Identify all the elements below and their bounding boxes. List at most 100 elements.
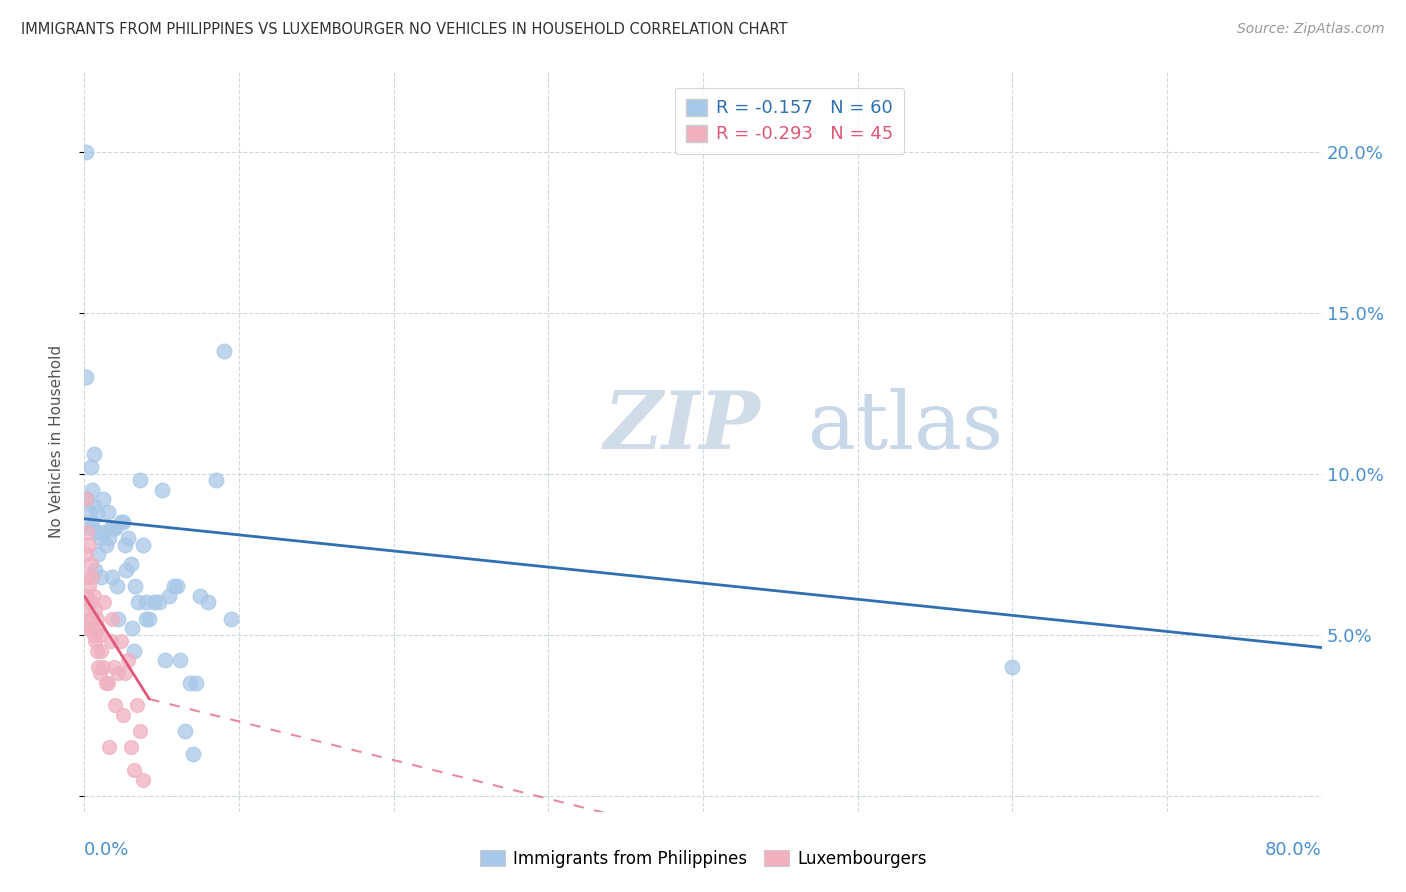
Point (107, 611, 129, 625)
Legend: R = -0.157   N = 60, R = -0.293   N = 45: R = -0.157 N = 60, R = -0.293 N = 45 (675, 87, 904, 154)
Point (169, 653, 191, 667)
Point (120, 557, 142, 571)
Point (174, 724, 197, 739)
Point (87, 660, 110, 674)
Point (75, 547, 97, 561)
Point (96, 505, 118, 519)
Point (129, 473, 152, 487)
Point (96, 676, 118, 690)
Point (117, 531, 139, 545)
Point (114, 537, 136, 551)
Point (107, 666, 129, 681)
Point (179, 676, 201, 690)
Point (93, 524, 115, 539)
Point (86, 611, 108, 625)
Point (122, 644, 145, 658)
Point (115, 563, 138, 577)
Point (143, 595, 166, 609)
Point (84, 563, 107, 577)
Point (76, 524, 98, 539)
Point (76, 570, 98, 584)
Point (75, 589, 97, 603)
Point (117, 653, 139, 667)
Point (100, 634, 122, 648)
Point (83, 447, 105, 461)
Point (84, 634, 107, 648)
Point (89, 628, 111, 642)
Text: Source: ZipAtlas.com: Source: ZipAtlas.com (1237, 22, 1385, 37)
Point (153, 653, 176, 667)
Point (89, 531, 111, 545)
Point (82, 483, 104, 497)
Point (135, 611, 157, 625)
Point (94, 676, 117, 690)
Point (87, 547, 110, 561)
Point (205, 473, 228, 487)
Point (82, 611, 104, 625)
Point (103, 660, 125, 674)
Point (212, 344, 235, 359)
Point (104, 698, 127, 713)
Point (77, 537, 100, 551)
Point (120, 740, 142, 755)
Point (1001, 660, 1024, 674)
Point (90, 644, 112, 658)
Point (219, 611, 242, 625)
Point (98, 740, 121, 755)
Point (75, 621, 97, 635)
Point (75, 370, 97, 384)
Text: atlas: atlas (808, 388, 1004, 466)
Point (150, 483, 173, 497)
Text: IMMIGRANTS FROM PHILIPPINES VS LUXEMBOURGER NO VEHICLES IN HOUSEHOLD CORRELATION: IMMIGRANTS FROM PHILIPPINES VS LUXEMBOUR… (21, 22, 787, 37)
Point (76, 492, 98, 507)
Point (159, 589, 180, 603)
Y-axis label: No Vehicles in Household: No Vehicles in Household (49, 345, 63, 538)
Point (91, 660, 114, 674)
Point (75, 145, 97, 159)
Point (121, 621, 143, 635)
Point (138, 611, 160, 625)
Point (83, 499, 105, 513)
Point (197, 595, 219, 609)
Legend: Immigrants from Philippines, Luxembourgers: Immigrants from Philippines, Luxembourge… (472, 844, 934, 875)
Point (79, 521, 101, 535)
Point (83, 628, 105, 642)
Point (82, 570, 104, 584)
Point (77, 505, 100, 519)
Point (110, 515, 132, 529)
Text: 80.0%: 80.0% (1265, 841, 1322, 859)
Point (100, 521, 122, 535)
Point (135, 595, 157, 609)
Point (132, 537, 155, 551)
Point (112, 708, 135, 723)
Point (166, 579, 188, 593)
Point (110, 634, 132, 648)
Point (91, 492, 114, 507)
Point (89, 666, 111, 681)
Point (148, 595, 170, 609)
Point (103, 521, 125, 535)
Point (77, 579, 100, 593)
Point (94, 537, 117, 551)
Point (87, 621, 110, 635)
Point (82, 515, 104, 529)
Point (122, 763, 145, 777)
Point (104, 521, 127, 535)
Point (114, 666, 136, 681)
Point (86, 524, 108, 539)
Point (93, 595, 115, 609)
Point (127, 595, 149, 609)
Point (79, 621, 101, 635)
Point (79, 557, 101, 571)
Point (105, 579, 128, 593)
Point (90, 570, 112, 584)
Point (86, 505, 108, 519)
Point (84, 602, 107, 616)
Point (184, 676, 207, 690)
Point (181, 747, 204, 761)
Point (132, 772, 155, 787)
Point (101, 570, 124, 584)
Point (79, 595, 101, 609)
Point (129, 724, 152, 739)
Point (77, 611, 100, 625)
